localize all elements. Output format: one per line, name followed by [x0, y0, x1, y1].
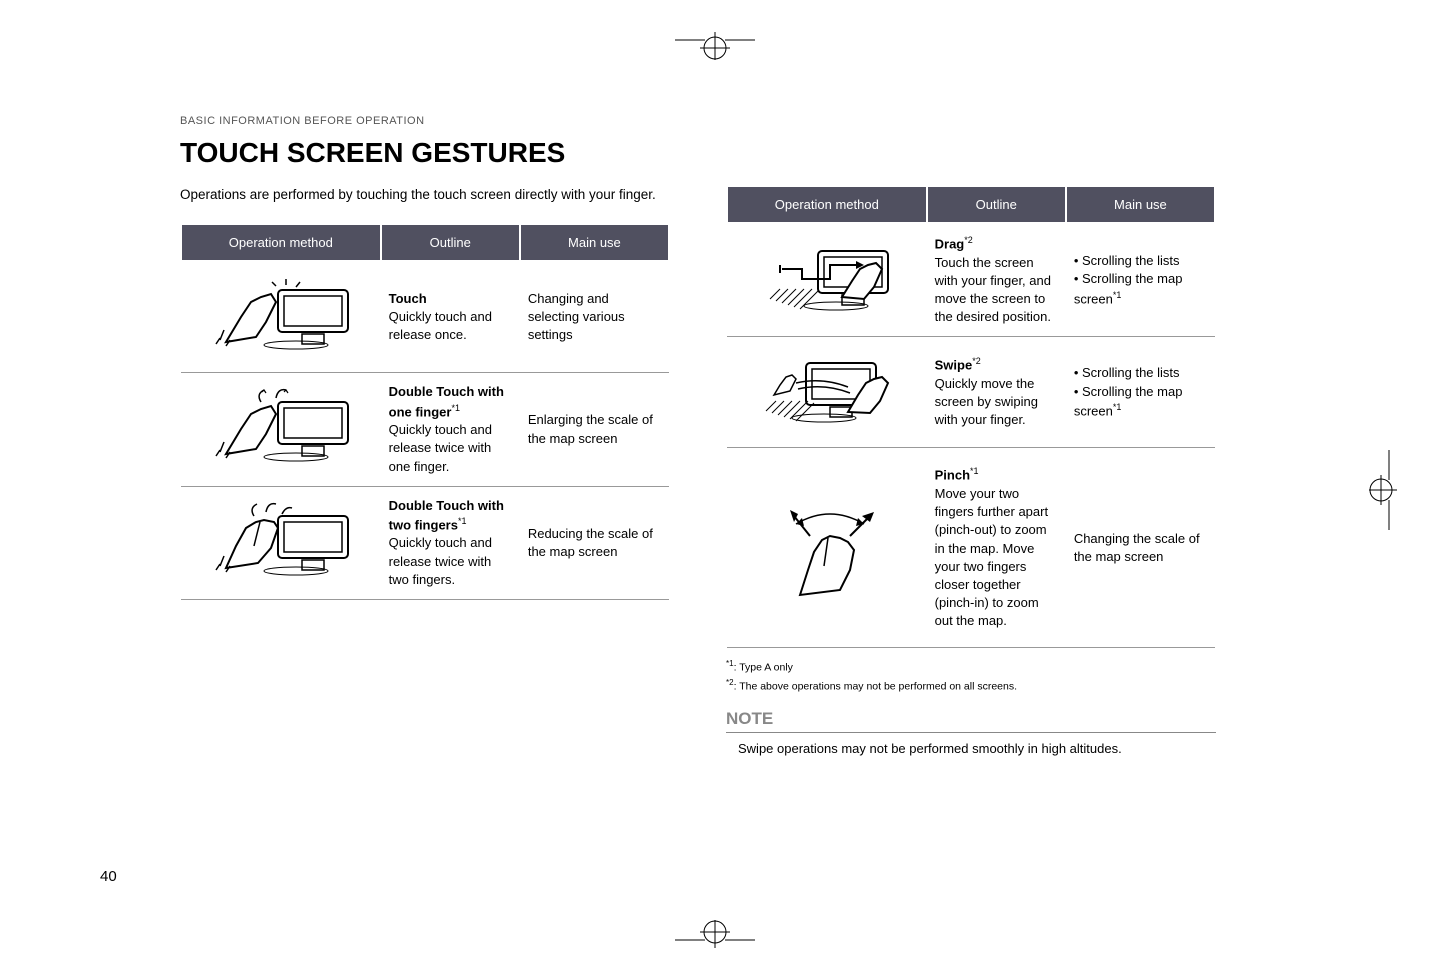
footnote-label: *1 — [726, 659, 734, 668]
pinch-icon — [752, 480, 902, 610]
left-column: Operations are performed by touching the… — [180, 185, 670, 759]
table-header-mainuse: Main use — [1066, 186, 1215, 223]
page-title: TOUCH SCREEN GESTURES — [180, 137, 1280, 169]
registration-mark-side — [1369, 450, 1409, 530]
touch-once-icon — [206, 272, 356, 357]
outline-sup: *2 — [964, 235, 973, 245]
note-body: Swipe operations may not be performed sm… — [726, 739, 1216, 759]
footnotes: *1: Type A only *2: The above operations… — [726, 658, 1216, 695]
table-row: Double Touch with one finger*1 Quickly t… — [181, 373, 669, 486]
registration-mark-bottom — [675, 920, 755, 960]
outline-sup: *2 — [972, 356, 981, 366]
outline-title: Double Touch with one finger — [389, 384, 504, 419]
mainuse-text: Changing the scale of the map screen — [1066, 448, 1215, 648]
outline-body: Touch the screen with your finger, and m… — [935, 255, 1051, 325]
outline-title: Touch — [389, 291, 427, 306]
table-row: Double Touch with two fingers*1 Quickly … — [181, 486, 669, 599]
footnote-text: : The above operations may not be perfor… — [734, 680, 1017, 692]
outline-body: Quickly touch and release twice with two… — [389, 535, 492, 586]
mainuse-text: Changing and selecting various settings — [520, 261, 669, 373]
table-header-outline: Outline — [927, 186, 1066, 223]
gesture-table-right: Operation method Outline Main use — [726, 185, 1216, 648]
list-item: Scrolling the lists — [1074, 364, 1207, 382]
running-head: BASIC INFORMATION BEFORE OPERATION — [180, 115, 1280, 127]
outline-title: Double Touch with two fingers — [389, 498, 504, 533]
outline-sup: *1 — [458, 516, 467, 526]
outline-title: Swipe — [935, 358, 973, 373]
outline-body: Quickly touch and release twice with one… — [389, 422, 492, 473]
table-row: Swipe*2 Quickly move the screen by swipi… — [727, 337, 1215, 448]
table-header-mainuse: Main use — [520, 224, 669, 261]
page-content: BASIC INFORMATION BEFORE OPERATION TOUCH… — [180, 115, 1280, 759]
registration-mark-top — [675, 20, 755, 60]
two-column-layout: Operations are performed by touching the… — [180, 185, 1280, 759]
mainuse-list: Scrolling the lists Scrolling the map sc… — [1074, 364, 1207, 420]
outline-sup: *1 — [451, 403, 460, 413]
outline-body: Quickly touch and release once. — [389, 309, 492, 342]
list-item: Scrolling the map screen*1 — [1074, 270, 1207, 308]
drag-icon — [752, 235, 902, 320]
right-column: Operation method Outline Main use — [726, 185, 1216, 759]
outline-sup: *1 — [970, 466, 979, 476]
outline-title: Drag — [935, 236, 965, 251]
outline-body: Move your two fingers further apart (pin… — [935, 486, 1048, 628]
footnote-label: *2 — [726, 678, 734, 687]
table-header-operation: Operation method — [181, 224, 381, 261]
outline-title: Pinch — [935, 468, 970, 483]
table-row: Pinch*1 Move your two fingers further ap… — [727, 448, 1215, 648]
table-header-operation: Operation method — [727, 186, 927, 223]
double-touch-two-fingers-icon — [206, 498, 356, 583]
outline-body: Quickly move the screen by swiping with … — [935, 376, 1038, 427]
intro-paragraph: Operations are performed by touching the… — [180, 185, 670, 205]
footnote-text: : Type A only — [734, 662, 793, 674]
gesture-table-left: Operation method Outline Main use — [180, 223, 670, 600]
table-header-outline: Outline — [381, 224, 520, 261]
mainuse-text: Enlarging the scale of the map screen — [520, 373, 669, 486]
double-touch-one-finger-icon — [206, 384, 356, 469]
note-heading: NOTE — [726, 709, 1216, 733]
table-row: Drag*2 Touch the screen with your finger… — [727, 223, 1215, 337]
mainuse-text: Reducing the scale of the map screen — [520, 486, 669, 599]
mainuse-list: Scrolling the lists Scrolling the map sc… — [1074, 252, 1207, 308]
list-item: Scrolling the lists — [1074, 252, 1207, 270]
swipe-icon — [752, 347, 902, 432]
page-number: 40 — [100, 868, 117, 885]
table-row: Touch Quickly touch and release once. Ch… — [181, 261, 669, 373]
list-item: Scrolling the map screen*1 — [1074, 383, 1207, 421]
